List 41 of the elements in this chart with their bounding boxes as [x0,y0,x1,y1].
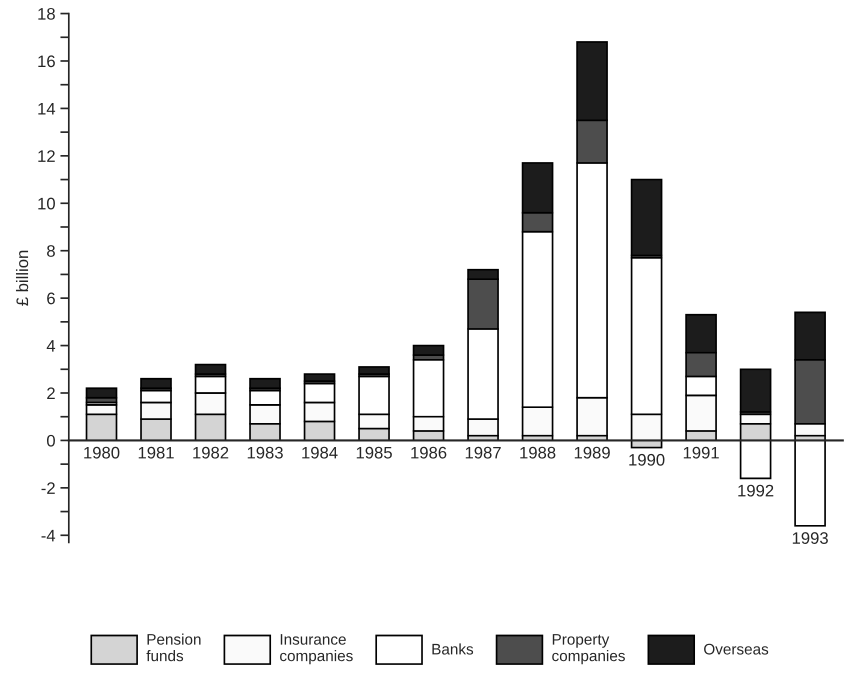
legend-label: Pension funds [146,634,200,662]
x-tick-label: 1992 [738,484,774,497]
y-tick-label: 6 [47,292,55,304]
x-tick-label: 1987 [466,446,501,459]
bar [249,378,281,390]
bar [740,368,772,413]
y-tick-label: -2 [42,482,55,494]
legend-label: Overseas [704,644,768,655]
y-tick-label: 0 [46,434,55,447]
bar [630,178,662,256]
y-tick-label: 4 [46,340,56,352]
bar [794,440,826,527]
x-tick-label: 1993 [792,532,828,544]
y-axis-title: £ billion [16,250,28,306]
x-tick-label: 1984 [302,446,338,459]
bar [740,440,772,480]
x-tick-label: 1985 [356,446,392,459]
x-tick-label: 1982 [193,446,228,459]
bar [358,366,390,375]
x-tick-label: 1981 [138,446,174,459]
y-tick-label: 2 [47,387,55,400]
bar [304,373,336,382]
y-tick-label: 8 [47,245,55,257]
bar [140,378,172,390]
legend-label: Banks [432,643,474,655]
bar [194,364,226,375]
y-tick-label: -4 [42,530,56,542]
legend-label: Property companies [552,634,625,664]
x-tick-label: 1989 [574,446,610,459]
y-tick-label: 10 [38,198,55,210]
x-tick-label: 1988 [520,446,556,459]
x-tick-label: 1990 [629,454,664,466]
x-tick-label: 1983 [248,446,283,459]
y-tick-label: 14 [38,102,56,114]
x-tick-label: 1980 [84,446,120,459]
x-tick-label: 1986 [411,446,446,459]
y-tick-label: 12 [38,150,55,162]
y-tick-label: 18 [38,8,55,20]
x-tick-label: 1991 [684,446,719,459]
legend-label: Insurance companies [280,634,353,664]
y-tick-label: 16 [38,55,55,68]
